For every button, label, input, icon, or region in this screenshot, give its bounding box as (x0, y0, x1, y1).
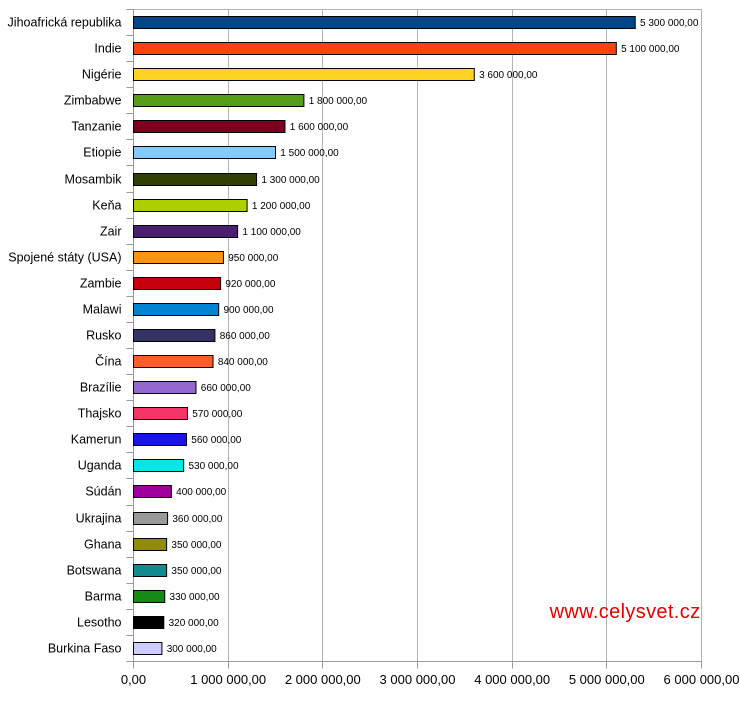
svg-text:5 300 000,00: 5 300 000,00 (640, 18, 699, 29)
svg-text:320 000,00: 320 000,00 (169, 618, 219, 629)
svg-text:840 000,00: 840 000,00 (218, 357, 268, 368)
svg-text:530 000,00: 530 000,00 (188, 461, 238, 472)
svg-text:Botswana: Botswana (67, 563, 122, 577)
svg-text:Uganda: Uganda (78, 458, 122, 472)
svg-text:560 000,00: 560 000,00 (191, 435, 241, 446)
svg-text:Etiopie: Etiopie (83, 145, 121, 159)
svg-text:1 100 000,00: 1 100 000,00 (242, 227, 301, 238)
svg-text:Zair: Zair (100, 224, 122, 238)
svg-text:2 000 000,00: 2 000 000,00 (285, 672, 361, 687)
svg-text:Kamerun: Kamerun (71, 432, 122, 446)
svg-text:Lesotho: Lesotho (77, 615, 122, 629)
svg-text:300 000,00: 300 000,00 (167, 644, 217, 655)
svg-text:950 000,00: 950 000,00 (228, 253, 278, 264)
svg-text:920 000,00: 920 000,00 (225, 279, 275, 290)
svg-text:Burkina Faso: Burkina Faso (48, 641, 122, 655)
svg-text:350 000,00: 350 000,00 (171, 566, 221, 577)
svg-text:3 600 000,00: 3 600 000,00 (479, 70, 538, 81)
svg-text:1 200 000,00: 1 200 000,00 (252, 201, 311, 212)
svg-text:Ukrajina: Ukrajina (76, 511, 122, 525)
svg-text:5 100 000,00: 5 100 000,00 (621, 44, 680, 55)
svg-text:900 000,00: 900 000,00 (224, 305, 274, 316)
svg-text:www.celysvet.cz: www.celysvet.cz (549, 601, 701, 623)
svg-text:Tanzanie: Tanzanie (71, 119, 121, 133)
svg-text:Mosambik: Mosambik (65, 172, 123, 186)
svg-text:860 000,00: 860 000,00 (220, 331, 270, 342)
svg-text:Nigérie: Nigérie (82, 67, 122, 81)
svg-text:Zambie: Zambie (80, 276, 122, 290)
svg-text:Indie: Indie (94, 41, 121, 55)
svg-text:570 000,00: 570 000,00 (192, 409, 242, 420)
svg-text:Thajsko: Thajsko (78, 406, 122, 420)
svg-text:6 000 000,00: 6 000 000,00 (664, 672, 740, 687)
svg-text:Súdán: Súdán (85, 484, 121, 498)
svg-text:Čína: Čína (95, 353, 121, 368)
svg-text:350 000,00: 350 000,00 (171, 540, 221, 551)
svg-text:Malawi: Malawi (83, 302, 122, 316)
svg-text:Ghana: Ghana (84, 537, 122, 551)
svg-text:4 000 000,00: 4 000 000,00 (474, 672, 550, 687)
svg-text:360 000,00: 360 000,00 (172, 514, 222, 525)
svg-text:400 000,00: 400 000,00 (176, 487, 226, 498)
svg-text:Rusko: Rusko (86, 328, 121, 342)
svg-text:Keňa: Keňa (92, 198, 121, 212)
svg-text:1 500 000,00: 1 500 000,00 (280, 148, 339, 159)
svg-text:1 800 000,00: 1 800 000,00 (309, 96, 368, 107)
svg-text:1 600 000,00: 1 600 000,00 (290, 122, 349, 133)
svg-text:Barma: Barma (85, 589, 122, 603)
svg-text:Jihoafrická republika: Jihoafrická republika (8, 15, 122, 29)
svg-text:1 000 000,00: 1 000 000,00 (190, 672, 266, 687)
svg-text:Spojené státy (USA): Spojené státy (USA) (8, 250, 121, 264)
svg-text:Zimbabwe: Zimbabwe (64, 93, 122, 107)
svg-text:Brazílie: Brazílie (80, 380, 122, 394)
svg-text:0,00: 0,00 (121, 672, 146, 687)
svg-text:3 000 000,00: 3 000 000,00 (380, 672, 456, 687)
svg-text:5 000 000,00: 5 000 000,00 (569, 672, 645, 687)
svg-text:330 000,00: 330 000,00 (170, 592, 220, 603)
svg-text:1 300 000,00: 1 300 000,00 (261, 175, 320, 186)
svg-text:660 000,00: 660 000,00 (201, 383, 251, 394)
